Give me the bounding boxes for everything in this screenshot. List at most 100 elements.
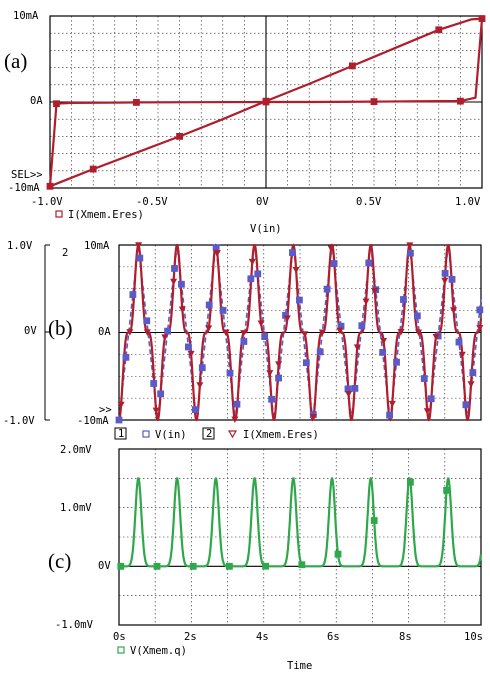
data-point (46, 182, 54, 190)
panel-a-ytick-top: 10mA (13, 10, 39, 22)
data-point (327, 245, 335, 252)
data-point (115, 416, 123, 424)
panel-b-left-tick-bottom: -1.0V (3, 415, 35, 427)
data-point (126, 329, 134, 336)
data-point (226, 562, 233, 570)
data-point (122, 353, 130, 361)
data-point (413, 312, 421, 320)
panel-b-legend-label-2: I(Xmem.Eres) (243, 429, 319, 441)
data-point (302, 359, 310, 367)
data-point (226, 369, 234, 377)
data-point (178, 306, 186, 313)
data-point (310, 414, 318, 421)
data-point (171, 265, 178, 272)
panel-b-legend: 1 V(in) 2 I(Xmem.Eres) (114, 427, 319, 441)
panel-b-legend-index-1: 1 (118, 428, 124, 440)
panel-c-xlabel: Time (287, 660, 312, 672)
data-point (371, 287, 379, 295)
data-point (205, 325, 213, 332)
panel-a-xtick-1: -1.0V (31, 196, 63, 208)
data-point (212, 244, 220, 252)
panel-c-ytick-4: -1.0mV (55, 619, 94, 631)
data-point (222, 329, 230, 337)
data-point (289, 249, 296, 257)
data-point (476, 306, 484, 314)
series-line-i-xmem-eres (48, 17, 484, 188)
panel-b-right-tick-bottom: -10mA (77, 415, 109, 427)
data-point (129, 291, 137, 299)
data-point (476, 325, 484, 332)
data-point (348, 62, 356, 70)
panel-c-series (117, 477, 483, 570)
panel-a-xtick-5: 1.0V (455, 196, 481, 208)
data-point (153, 562, 161, 570)
data-point (420, 375, 428, 382)
data-point (450, 307, 458, 314)
panel-b-left-tick-top: 1.0V (7, 240, 33, 252)
panel-b-legend-label-1: V(in) (155, 429, 187, 441)
panel-c-legend: V(Xmem.q) (117, 645, 187, 657)
data-point (323, 285, 331, 293)
data-point (233, 400, 241, 408)
data-point (161, 334, 169, 341)
panel-c-ytick-1: 2.0mV (60, 444, 92, 456)
data-point (407, 249, 414, 257)
data-point (257, 320, 265, 327)
panel-c-ytick-3: 0V (98, 560, 111, 572)
data-point (231, 416, 239, 424)
series-line-i-xmem-eres (118, 243, 483, 422)
panel-a: (a) 10mA 0A SEL>> -10mA -1.0V -0.5V 0V 0… (4, 10, 486, 235)
panel-c-legend-label: V(Xmem.q) (130, 645, 187, 657)
panel-a-series (46, 15, 486, 190)
data-point (184, 343, 192, 351)
triangle-marker-icon (227, 430, 238, 439)
data-point (334, 550, 342, 558)
data-point (469, 369, 477, 376)
data-point (117, 562, 125, 570)
data-point (441, 277, 449, 285)
data-point (388, 400, 396, 408)
data-point (380, 338, 388, 345)
data-point (423, 408, 431, 415)
data-point (345, 391, 353, 398)
legend-index-box (202, 427, 215, 440)
data-point (219, 307, 227, 314)
data-point (191, 406, 199, 414)
series-line-v-in (118, 243, 482, 422)
data-point (132, 99, 140, 106)
panel-a-legend-label: I(Xmem.Eres) (68, 209, 144, 221)
data-point (295, 296, 303, 304)
data-point (254, 270, 262, 278)
data-point (213, 250, 221, 257)
panel-c-xtick-6: 10s (464, 631, 483, 643)
data-point (247, 275, 255, 283)
panel-a-ytick-zero: 0A (30, 95, 43, 107)
panel-b-legend-index-2: 2 (206, 428, 212, 440)
panel-b-series (115, 242, 484, 424)
data-point (176, 132, 184, 140)
data-point (117, 401, 125, 409)
panel-a-xlabel: V(in) (250, 223, 282, 235)
data-point (266, 370, 274, 377)
data-point (406, 242, 414, 249)
data-point (358, 322, 366, 330)
data-point (248, 258, 256, 266)
data-point (143, 329, 151, 336)
panel-b: (b) 1.0V 0V -1.0V 2 10mA 0A >> -10mA 1 V… (3, 240, 484, 441)
panel-c-label: (c) (48, 549, 71, 573)
data-point (152, 407, 160, 415)
data-point (365, 259, 373, 267)
data-point (455, 338, 463, 346)
data-point (205, 301, 213, 309)
data-point (462, 401, 470, 409)
panel-b-label: (b) (48, 316, 73, 340)
panel-b-axis2-marker: 2 (62, 247, 68, 259)
square-marker-icon (55, 210, 63, 218)
panel-a-legend: I(Xmem.Eres) (55, 209, 144, 221)
panel-b-right-tick-zero: 0A (98, 326, 111, 338)
panel-b-grid (119, 245, 481, 420)
data-point (478, 15, 486, 22)
data-point (298, 561, 306, 569)
data-point (268, 395, 276, 403)
